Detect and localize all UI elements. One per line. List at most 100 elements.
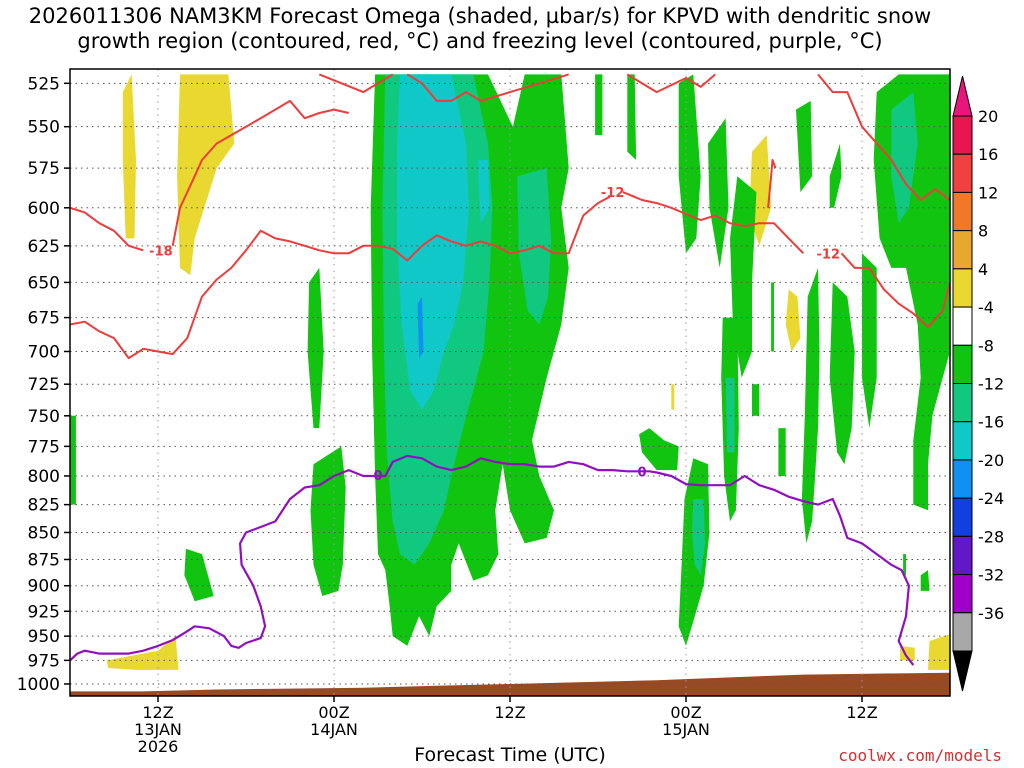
y-tick-label: 525	[28, 74, 60, 94]
x-axis-label: Forecast Time (UTC)	[414, 744, 606, 766]
omega-region-30	[920, 570, 930, 591]
omega-region-10	[310, 446, 346, 596]
y-tick-label: 550	[28, 118, 60, 138]
colorbar-swatch	[952, 344, 973, 384]
y-tick-label: 950	[28, 627, 60, 647]
omega-region-5	[671, 384, 675, 410]
omega-region-40	[417, 296, 424, 359]
colorbar-swatch	[952, 535, 973, 576]
colorbar-swatch	[952, 115, 973, 155]
colorbar-swatch	[952, 306, 973, 346]
dgz-contour-1	[406, 73, 569, 102]
dgz-contour-4	[70, 206, 144, 252]
omega-region-28	[862, 253, 877, 429]
omega-region-27	[829, 282, 855, 465]
x-tick-label: 14JAN	[310, 720, 358, 739]
colorbar-swatch	[952, 191, 973, 232]
x-tick-label: 13JAN	[134, 720, 182, 739]
colorbar-label: -8	[978, 336, 994, 355]
dgz-contour-0	[318, 73, 394, 94]
omega-region-14	[627, 74, 637, 160]
colorbar-label: -28	[978, 527, 1004, 546]
omega-region-11	[184, 548, 214, 602]
omega-region-16	[678, 74, 701, 254]
omega-region-37	[414, 464, 440, 533]
omega-region-13	[70, 415, 76, 505]
omega-region-15	[639, 428, 679, 471]
freezing-level-label: 0	[637, 465, 646, 480]
omega-region-22	[752, 384, 760, 416]
freezing-level-line	[70, 454, 915, 666]
omega-region-25	[829, 143, 842, 208]
dgz-contour-7	[622, 191, 805, 254]
x-tick-label: 00Z	[670, 703, 701, 722]
y-axis: 525 550 575 600 625 650 675 700 725 750 775 800 825 8…	[17, 74, 70, 695]
y-tick-label: 875	[28, 550, 60, 570]
omega-region-2	[106, 636, 179, 670]
y-tick-label: 925	[28, 602, 60, 622]
colorbar-label: -24	[978, 489, 1004, 508]
chart-title-line-1: 2026011306 NAM3KM Forecast Omega (shaded…	[28, 4, 932, 28]
colorbar-swatch	[952, 612, 973, 652]
y-tick-label: 900	[28, 577, 60, 597]
site-credit: coolwx.com/models	[838, 746, 1002, 765]
colorbar-label: 4	[978, 260, 988, 279]
omega-region-1	[177, 74, 235, 276]
colorbar-swatch	[952, 459, 973, 499]
chart-title-line-2: growth region (contoured, red, °C) and f…	[77, 29, 883, 53]
y-tick-label: 650	[28, 273, 60, 293]
colorbar-label: -12	[978, 375, 1004, 394]
colorbar-swatch	[952, 421, 973, 461]
omega-region-24	[778, 428, 786, 476]
dgz-contour-label: -12	[601, 186, 625, 201]
x-tick-label: 12Z	[494, 703, 525, 722]
colorbar-label: 12	[978, 183, 998, 202]
dgz-contours: -12 -18 -12	[70, 73, 950, 360]
dgz-contour-3	[817, 73, 950, 201]
omega-region-17	[708, 118, 729, 268]
omega-region-26	[801, 267, 820, 544]
y-tick-label: 725	[28, 375, 60, 395]
x-tick-label: 12Z	[846, 703, 877, 722]
omega-region-7	[928, 634, 950, 670]
omega-shading	[70, 74, 950, 670]
omega-region-33	[517, 168, 552, 325]
y-tick-label: 1000	[17, 675, 60, 695]
y-tick-label: 750	[28, 407, 60, 427]
x-tick-label: 15JAN	[662, 720, 710, 739]
y-tick-label: 975	[28, 651, 60, 671]
y-tick-label: 675	[28, 309, 60, 329]
dgz-contour-9	[767, 159, 777, 208]
dgz-contour-label: -18	[149, 244, 173, 259]
colorbar: 20 16 12 8 4 -4 -8 -12 -16 -20 -24 -28 -32 -36	[952, 75, 1004, 692]
dgz-contour-label: -12	[817, 247, 841, 262]
omega-region-4	[785, 289, 801, 352]
omega-region-19	[771, 282, 774, 352]
y-tick-label: 825	[28, 496, 60, 516]
y-tick-label: 800	[28, 467, 60, 487]
colorbar-swatch	[952, 497, 973, 537]
dgz-contour-6	[70, 195, 611, 360]
dgz-contour-2	[626, 73, 716, 94]
y-tick-label: 575	[28, 159, 60, 179]
omega-region-31	[903, 554, 906, 576]
colorbar-swatch	[952, 574, 973, 614]
freezing-level-label: 0	[373, 469, 382, 484]
dgz-contour-5	[171, 99, 349, 246]
colorbar-label: -32	[978, 566, 1004, 585]
omega-region-35	[691, 499, 706, 576]
colorbar-top-arrow	[952, 75, 973, 117]
colorbar-swatch	[952, 268, 973, 308]
colorbar-label: 8	[978, 222, 988, 241]
colorbar-bottom-arrow	[952, 650, 973, 692]
omega-region-12	[595, 74, 603, 136]
x-tick-label: 12Z	[142, 703, 173, 722]
colorbar-swatch	[952, 230, 973, 270]
omega-region-23	[796, 100, 813, 193]
colorbar-label: -36	[978, 604, 1004, 623]
omega-region-0	[122, 74, 136, 239]
colorbar-swatch	[952, 383, 973, 423]
x-tick-label: 00Z	[318, 703, 349, 722]
colorbar-label: 20	[978, 107, 998, 126]
